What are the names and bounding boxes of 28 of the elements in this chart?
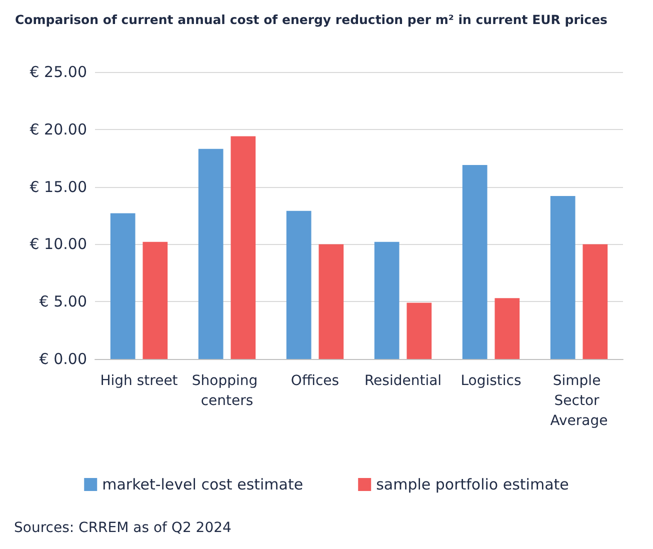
bar (582, 244, 608, 359)
x-tick-label: Logistics (460, 373, 522, 389)
bar (494, 298, 520, 359)
chart-title: Comparison of current annual cost of energy reduction per m² in current EUR prices (15, 12, 608, 27)
x-tick-label: Residential (364, 373, 442, 389)
source-note: Sources: CRREM as of Q2 2024 (14, 520, 232, 536)
y-tick-label: € 25.00 (30, 63, 87, 81)
x-tick-label: Offices (290, 373, 340, 389)
bar (318, 244, 344, 359)
bar (550, 196, 576, 359)
y-tick-label: € 5.00 (39, 292, 87, 311)
bar (462, 164, 488, 359)
bar (230, 136, 256, 359)
x-tick-label: Simple Sector Average (550, 373, 608, 429)
y-tick-label: € 20.00 (30, 120, 87, 138)
legend-label: sample portfolio estimate (376, 476, 569, 494)
bar (374, 242, 400, 359)
bar (198, 148, 224, 359)
y-tick-label: € 10.00 (30, 235, 87, 254)
legend-label: market-level cost estimate (102, 476, 304, 494)
x-tick-label: Shopping centers (192, 373, 262, 409)
bar (406, 302, 432, 359)
bar (286, 210, 312, 359)
y-tick-label: € 0.00 (39, 350, 87, 368)
bar (142, 242, 168, 359)
y-tick-label: € 15.00 (30, 178, 87, 196)
bar (110, 213, 136, 359)
x-tick-label: High street (100, 373, 178, 389)
